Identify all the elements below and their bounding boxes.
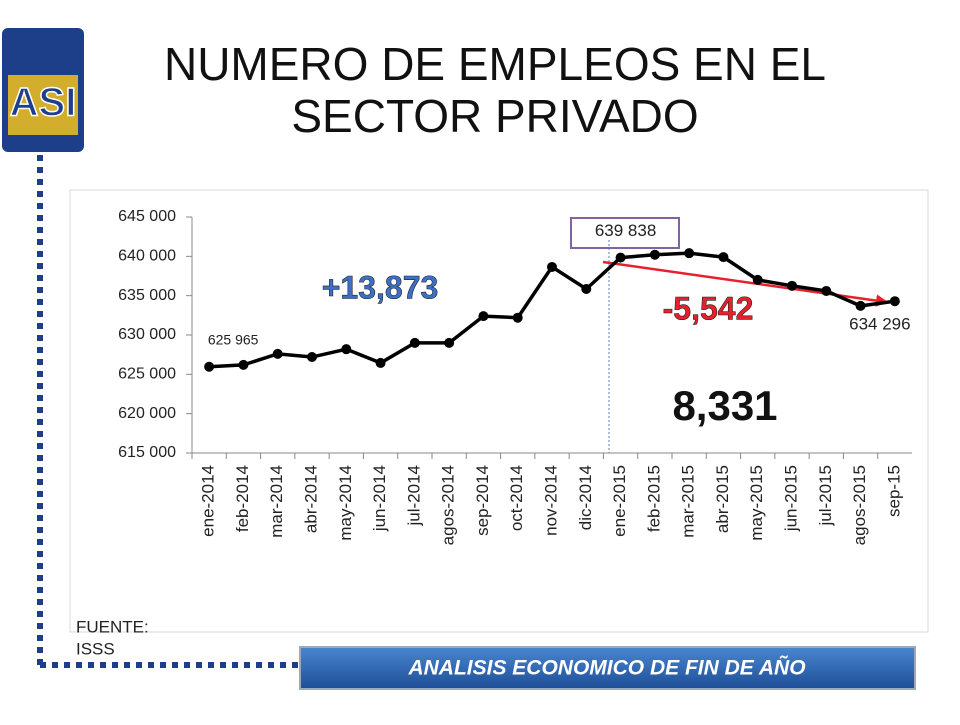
- point: [272, 348, 283, 359]
- label-box: [570, 217, 680, 249]
- x-tick-label: abr-2014: [301, 465, 320, 533]
- annotation: -5,542: [663, 290, 754, 326]
- point: [238, 359, 249, 370]
- x-tick-label: abr-2015: [713, 465, 732, 533]
- source: FUENTE:: [76, 617, 149, 636]
- x-tick-label: ene-2014: [199, 465, 218, 537]
- x-tick-label: may-2015: [747, 465, 766, 541]
- y-tick-label: 635 000: [118, 287, 176, 304]
- y-tick-label: 640 000: [118, 248, 176, 265]
- x-tick-label: jul-2014: [404, 465, 423, 527]
- x-tick-label: may-2014: [336, 465, 355, 541]
- y-tick-label: 620 000: [118, 405, 176, 422]
- x-tick-label: agos-2014: [439, 465, 458, 545]
- y-tick-label: 625 000: [118, 366, 176, 383]
- x-tick-label: oct-2014: [507, 465, 526, 531]
- x-tick-label: sep-2014: [473, 465, 492, 536]
- point: [889, 296, 900, 307]
- x-tick-label: ene-2015: [610, 465, 629, 537]
- point: [547, 261, 557, 272]
- data-label: 625 965: [208, 331, 259, 347]
- point: [444, 337, 455, 348]
- point: [341, 344, 352, 355]
- point: [204, 361, 215, 372]
- point: [512, 312, 523, 323]
- point: [718, 252, 729, 263]
- point: [307, 352, 317, 363]
- point: [375, 357, 386, 368]
- x-tick-label: mar-2014: [267, 465, 286, 538]
- logo-band: [8, 75, 78, 135]
- x-tick-label: jul-2015: [816, 465, 835, 527]
- y-tick-label: 645 000: [118, 208, 176, 225]
- point: [581, 283, 592, 294]
- point: [787, 280, 797, 291]
- x-tick-label: feb-2014: [233, 465, 252, 532]
- banner-text: ANALISIS ECONOMICO DE FIN DE AÑO: [407, 657, 805, 680]
- source: ISSS: [76, 639, 115, 658]
- x-tick-label: jun-2015: [781, 465, 800, 532]
- x-tick-label: jun-2014: [370, 465, 389, 532]
- chart-title: SECTOR PRIVADO: [291, 90, 698, 142]
- point: [409, 337, 420, 348]
- point: [615, 252, 626, 263]
- point: [478, 311, 489, 322]
- point: [855, 300, 866, 311]
- data-label: 639 838: [595, 221, 656, 240]
- x-tick-label: nov-2014: [541, 465, 560, 536]
- point: [684, 248, 695, 259]
- x-tick-label: agos-2015: [850, 465, 869, 545]
- logo-text: ASI: [10, 81, 77, 125]
- point: [649, 249, 660, 260]
- x-tick-label: dic-2014: [576, 465, 595, 530]
- chart-title: NUMERO DE EMPLEOS EN EL: [164, 38, 826, 90]
- banner: [299, 646, 916, 690]
- y-tick-label: 630 000: [118, 326, 176, 343]
- point: [752, 274, 763, 285]
- x-tick-label: mar-2015: [679, 465, 698, 538]
- y-tick-label: 615 000: [118, 444, 176, 461]
- data-label: 634 296: [849, 315, 910, 334]
- chart-frame: [69, 189, 929, 633]
- point: [821, 285, 832, 296]
- x-tick-label: feb-2015: [644, 465, 663, 532]
- annotation: 8,331: [672, 382, 777, 429]
- annotation: +13,873: [322, 269, 439, 305]
- x-tick-label: sep-15: [884, 465, 903, 517]
